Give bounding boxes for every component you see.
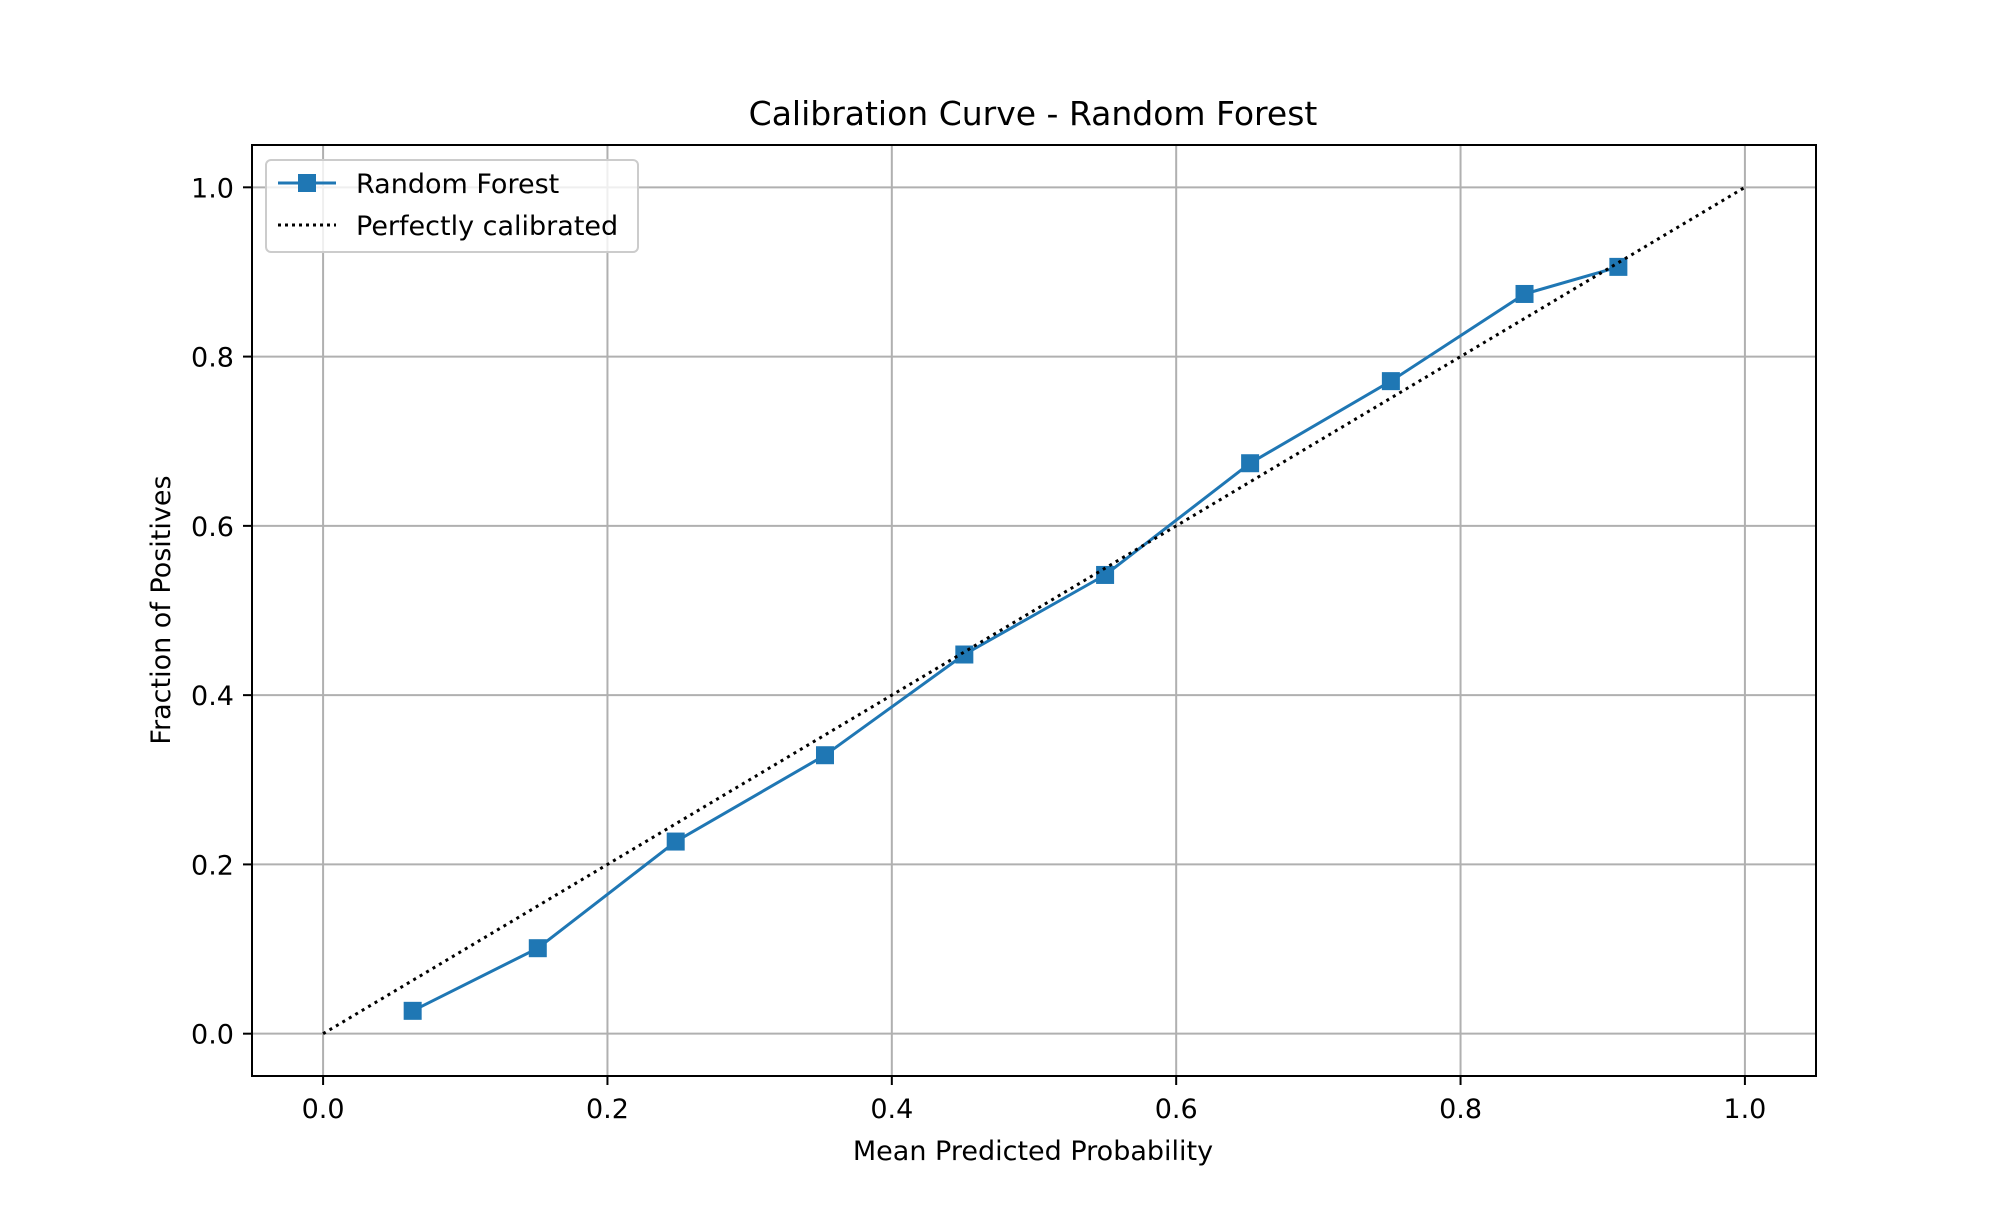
y-tick-label: 0.8 [191, 343, 234, 374]
y-tick-label: 1.0 [191, 173, 234, 204]
legend-marker-random-forest [298, 174, 316, 192]
data-point-random-forest [815, 746, 834, 765]
data-point-random-forest [955, 645, 974, 664]
data-point-random-forest [403, 1001, 422, 1020]
legend: Random Forest Perfectly calibrated [265, 159, 639, 253]
series-line-perfectly-calibrated [322, 186, 1746, 1035]
data-point-random-forest [666, 832, 685, 851]
data-point-random-forest [528, 939, 547, 958]
legend-label-perfectly-calibrated: Perfectly calibrated [356, 211, 618, 242]
x-tick-label: 0.4 [870, 1094, 913, 1125]
legend-label-random-forest: Random Forest [356, 169, 559, 200]
series-line-random-forest [412, 265, 1619, 1013]
x-tick-label: 0.6 [1155, 1094, 1198, 1125]
x-axis-label: Mean Predicted Probability [853, 1136, 1213, 1167]
data-series [322, 186, 1746, 1035]
data-point-random-forest [1381, 372, 1400, 391]
legend-box [265, 159, 639, 253]
grid-lines [252, 145, 1816, 1076]
x-tick-label: 0.0 [302, 1094, 345, 1125]
x-tick-label: 0.2 [586, 1094, 629, 1125]
y-tick-label: 0.6 [191, 512, 234, 543]
y-tick-label: 0.2 [191, 850, 234, 881]
data-point-random-forest [1515, 284, 1534, 303]
data-point-random-forest [1609, 257, 1628, 276]
plot-frame [251, 144, 1817, 1077]
y-axis-label: Fraction of Positives [146, 475, 177, 744]
x-tick-label: 0.8 [1439, 1094, 1482, 1125]
x-tick-label: 1.0 [1723, 1094, 1766, 1125]
y-tick-label: 0.4 [191, 681, 234, 712]
data-point-random-forest [1241, 454, 1260, 473]
data-point-random-forest [1096, 565, 1115, 584]
y-tick-label: 0.0 [191, 1020, 234, 1051]
axes: 0.0 0.2 0.4 0.6 0.8 1.0 0.0 0.2 0.4 0.6 0.8 1.0 [191, 173, 1766, 1125]
chart-title: Calibration Curve - Random Forest [749, 94, 1318, 133]
